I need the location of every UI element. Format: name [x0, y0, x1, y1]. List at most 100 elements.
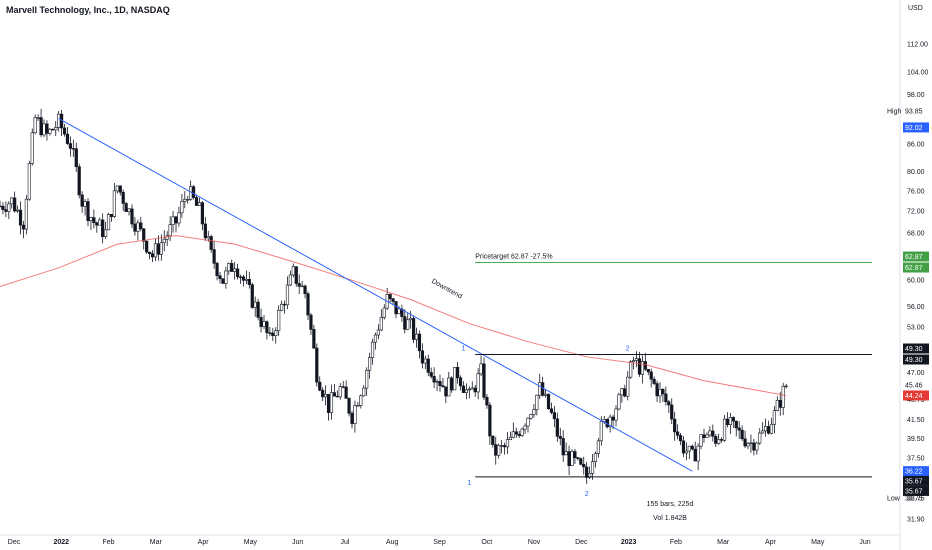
x-axis-tick-label: Apr — [198, 539, 210, 546]
candle-body — [587, 473, 592, 478]
ma-value-badge-bg — [903, 390, 929, 401]
candle-body — [546, 393, 551, 410]
candle-body — [376, 329, 381, 336]
candle-body — [388, 294, 392, 299]
candle-body — [150, 253, 155, 258]
candle-body — [83, 201, 87, 207]
support-badge-b-bg — [903, 485, 929, 496]
candle-body — [24, 198, 29, 230]
candle-body — [576, 457, 580, 459]
candle-body — [734, 420, 738, 429]
candle-body — [394, 301, 398, 315]
candle-body — [48, 128, 52, 134]
candle-body — [646, 368, 650, 373]
candle-body — [124, 203, 128, 212]
candle-body — [417, 333, 422, 352]
candle-body — [634, 358, 639, 361]
candle-body — [719, 439, 724, 441]
candle-body — [602, 418, 606, 422]
candle-body — [33, 117, 37, 134]
x-axis-tick-label: Feb — [103, 539, 115, 546]
candle-body — [382, 307, 386, 318]
resistance-badge-a: 49.30 — [905, 346, 923, 353]
downtrend-label: Downtrend — [430, 278, 463, 301]
candle-body — [714, 436, 718, 444]
candle-body — [268, 332, 272, 334]
candle-body — [98, 219, 102, 226]
candle-body — [717, 439, 721, 444]
candle-body — [365, 369, 369, 389]
candle-body — [564, 451, 568, 456]
candle-body — [180, 201, 184, 214]
wave-label: 2 — [626, 346, 630, 353]
candle-body — [194, 197, 199, 206]
candle-body — [400, 308, 404, 317]
candle-body — [772, 410, 776, 425]
candle-body — [740, 429, 744, 440]
candle-body — [171, 216, 175, 225]
candle-body — [139, 222, 143, 230]
support-badge-a: 35.67 — [905, 478, 923, 485]
candle-body — [687, 445, 691, 452]
candle-body — [92, 217, 96, 224]
candle-body — [590, 461, 595, 474]
candle-body — [224, 270, 228, 284]
high-label: High — [887, 108, 902, 115]
candle-body — [323, 394, 328, 398]
candle-body — [491, 435, 495, 445]
candle-body — [784, 385, 788, 388]
candle-body — [130, 208, 134, 225]
candle-body — [690, 445, 694, 450]
candle-body — [4, 209, 8, 212]
moving-average-line — [0, 235, 787, 396]
trend-value-badge-bg — [903, 466, 929, 477]
candle-body — [652, 378, 656, 384]
price-target-label: Pricetarget 62.87 -27.5% — [475, 254, 552, 261]
high-value: 93.85 — [905, 108, 923, 115]
candle-body — [693, 448, 697, 462]
candle-body — [746, 443, 750, 447]
y-axis-tick-label: 31.90 — [907, 517, 925, 524]
candle-body — [555, 418, 559, 437]
y-axis-tick-label: 68.00 — [907, 230, 925, 237]
candle-body — [362, 387, 366, 397]
x-axis-tick-label: May — [811, 539, 825, 546]
candle-body — [629, 361, 633, 378]
candle-body — [321, 389, 325, 398]
candle-body — [121, 191, 125, 204]
candle-body — [461, 385, 466, 393]
candle-body — [54, 127, 58, 131]
candle-body — [711, 430, 715, 437]
candle-body — [297, 283, 301, 287]
candle-body — [168, 224, 172, 237]
candle-body — [523, 425, 527, 430]
y-axis-tick-label: 33.75 — [907, 495, 925, 502]
candle-body — [511, 431, 515, 438]
candle-body — [133, 223, 137, 232]
x-axis-tick-label: Jun — [859, 539, 870, 546]
candle-body — [344, 386, 348, 399]
candle-body — [420, 350, 425, 364]
candle-body — [499, 445, 504, 447]
candle-body — [596, 440, 600, 454]
candle-body — [250, 284, 254, 308]
candle-body — [502, 445, 507, 448]
candle-body — [728, 417, 732, 425]
candle-body — [326, 394, 331, 413]
candle-body — [71, 148, 75, 150]
candle-body — [447, 377, 451, 397]
candle-body — [611, 416, 615, 421]
candle-body — [0, 205, 2, 208]
candle-body — [262, 321, 266, 327]
y-axis-tick-label: 39.50 — [907, 436, 925, 443]
candle-body — [148, 251, 152, 254]
candle-body — [62, 127, 67, 135]
x-axis-tick-label: Aug — [386, 539, 399, 546]
candle-body — [159, 242, 163, 255]
candle-body — [411, 318, 416, 340]
candle-body — [373, 334, 378, 343]
candle-body — [192, 186, 196, 198]
candle-body — [649, 371, 653, 380]
candle-body — [329, 392, 334, 413]
